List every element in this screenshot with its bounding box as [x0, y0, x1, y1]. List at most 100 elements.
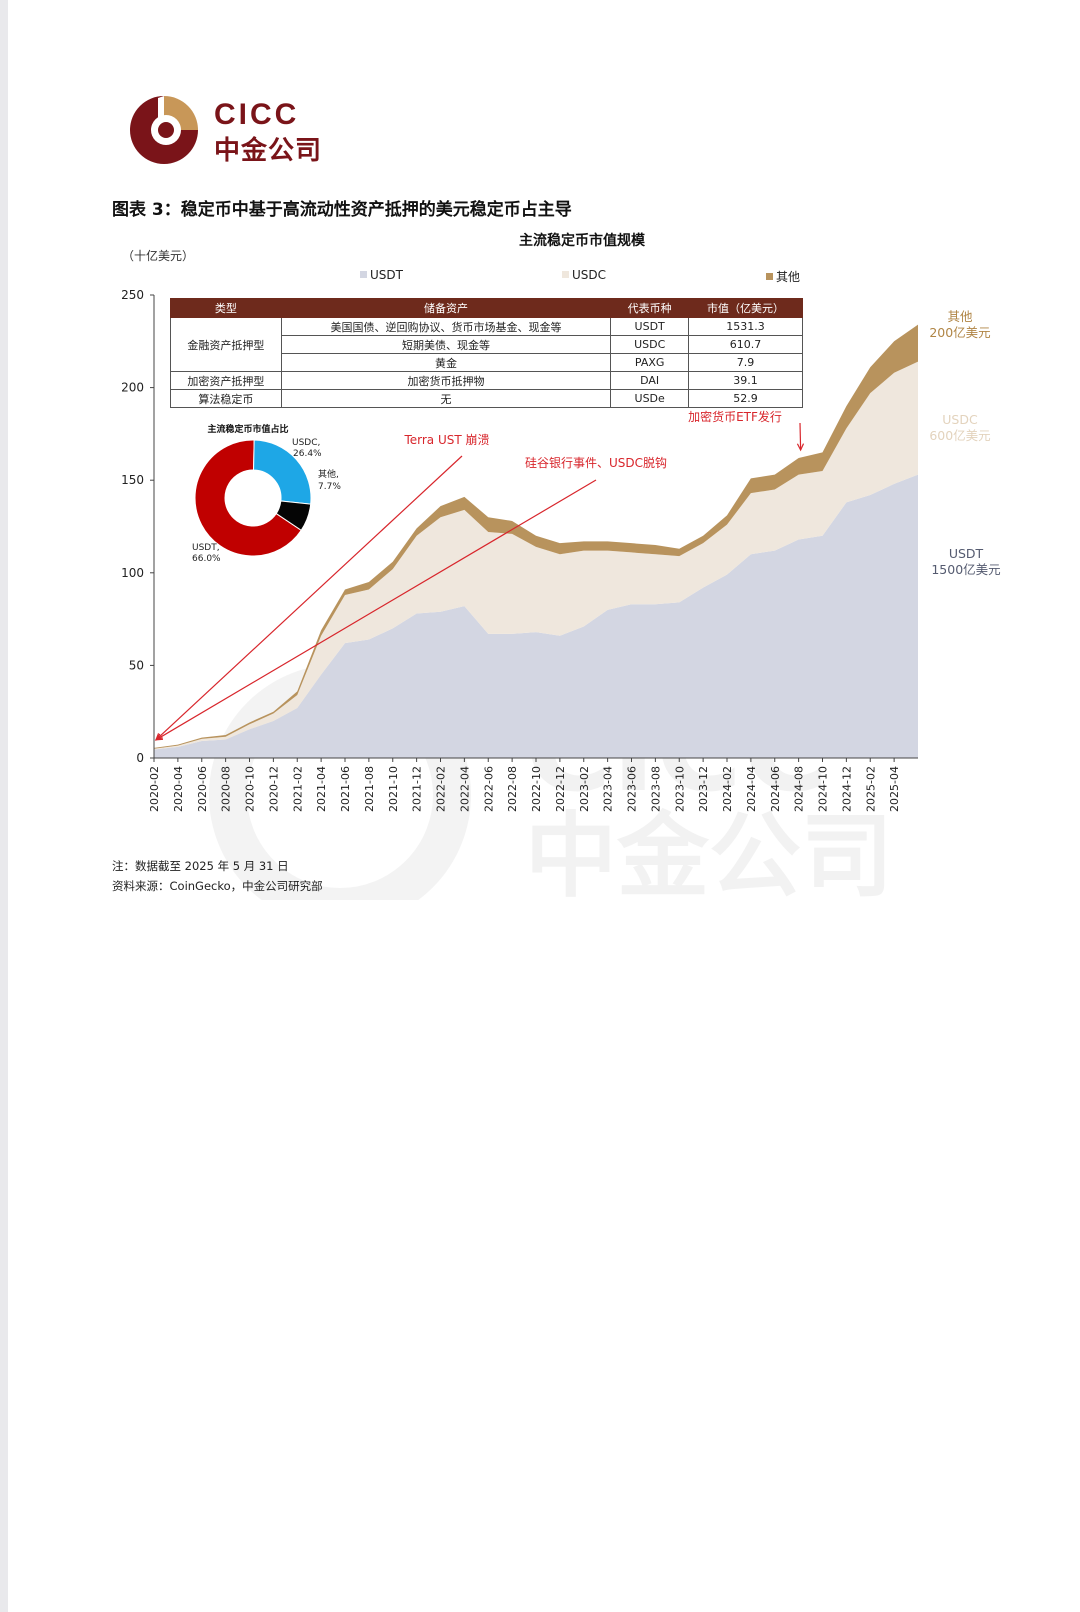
annotation-arrow-2 [155, 479, 597, 741]
table-cell-coin: DAI [610, 371, 690, 390]
pie-slice-usdc [253, 439, 312, 505]
table-row: 金融资产抵押型 美国国债、逆回购协议、货币市场基金、现金等 USDT 1531.… [170, 317, 803, 372]
x-tick-label: 2022-04 [458, 766, 471, 812]
notes: 注：数据截至 2025 年 5 月 31 日 资料来源：CoinGecko，中金… [112, 856, 323, 896]
area-series-usdt [154, 474, 918, 758]
pie-label-usdc-pct: 26.4% [293, 449, 322, 459]
stablecoin-type-table: 类型 储备资产 代表币种 市值（亿美元） 金融资产抵押型 美国国债、逆回购协议、… [170, 298, 803, 408]
x-tick-label: 2023-02 [578, 766, 591, 812]
x-tick-label: 2021-04 [315, 766, 328, 812]
x-tick-label: 2021-06 [339, 766, 352, 812]
legend-swatch-usdt [360, 271, 367, 278]
pie-slice-usdt [194, 439, 302, 557]
end-label-other-line2: 200亿美元 [929, 325, 991, 340]
brand-name-en: CICC [214, 98, 300, 131]
table-header-type: 类型 [170, 298, 282, 318]
legend-swatch-other [766, 273, 773, 280]
table-cell-asset: 短期美债、现金等 [280, 335, 612, 354]
x-tick-label: 2020-06 [196, 766, 209, 812]
x-tick-label: 2023-06 [626, 766, 639, 812]
table-cell-asset: 无 [280, 389, 612, 408]
pie-label-usdt: USDT, 66.0% [192, 543, 221, 564]
x-tick-label: 2022-12 [554, 766, 567, 812]
table-header-value: 市值（亿美元） [688, 298, 803, 318]
table-cell-asset: 美国国债、逆回购协议、货币市场基金、现金等 [280, 317, 612, 336]
watermark-text-cn: 中金公司 [525, 803, 893, 900]
x-tick-label: 2023-10 [673, 766, 686, 812]
legend-label-other: 其他 [776, 270, 801, 284]
annotation-text-1: Terra UST 崩溃 [403, 433, 489, 447]
annotation-text-3: 加密货币ETF发行 [688, 409, 782, 424]
pie-label-usdt-pct: 66.0% [192, 554, 221, 564]
table-row: 加密资产抵押型 加密货币抵押物 DAI 39.1 [170, 371, 803, 390]
x-tick-label: 2021-10 [387, 766, 400, 812]
table-row: 算法稳定币 无 USDe 52.9 [170, 389, 803, 408]
pie-label-usdc-name: USDC, [292, 438, 320, 448]
x-tick-label: 2025-02 [864, 766, 877, 812]
end-label-usdt-line1: USDT [948, 546, 984, 561]
annotation-arrow-1 [155, 455, 463, 741]
y-tick-label: 100 [121, 566, 144, 580]
x-tick-label: 2020-10 [244, 766, 257, 812]
y-tick-label: 150 [121, 473, 144, 487]
x-tick-label: 2022-02 [435, 766, 448, 812]
y-tick-label: 0 [136, 751, 144, 765]
x-tick-label: 2022-06 [482, 766, 495, 812]
end-label-usdt: USDT 1500亿美元 [926, 546, 1006, 578]
legend-item-usdc: USDC [562, 268, 606, 282]
y-axis-unit-label: （十亿美元） [122, 249, 195, 263]
x-tick-label: 2020-12 [267, 766, 280, 812]
x-tick-label: 2024-12 [840, 766, 853, 812]
annotation-text-2: 硅谷银行事件、USDC脱钩 [525, 455, 667, 470]
x-tick-label: 2024-06 [769, 766, 782, 812]
pie-label-other-name: 其他, [318, 468, 339, 480]
annotation-arrowhead-2 [154, 733, 164, 741]
area-series-other [154, 324, 918, 749]
pie-label-usdt-name: USDT, [192, 543, 220, 553]
table-cell-coin: USDe [610, 389, 690, 408]
table-cell-asset: 黄金 [280, 353, 612, 372]
chart-title: 主流稳定币市值规模 [519, 233, 645, 249]
end-label-usdt-line2: 1500亿美元 [931, 562, 1001, 577]
table-cell-value: 1531.3 [688, 317, 803, 336]
cicc-logo-mark [130, 96, 198, 164]
table-group-algo: 算法稳定币 [170, 389, 282, 408]
x-tick-label: 2020-02 [148, 766, 161, 812]
page-left-edge [0, 0, 8, 1612]
x-tick-label: 2024-08 [793, 766, 806, 812]
x-tick-label: 2024-10 [817, 766, 830, 812]
pie-label-other: 其他, 7.7% [318, 468, 341, 492]
x-tick-label: 2025-04 [888, 766, 901, 812]
table-header-row: 类型 储备资产 代表币种 市值（亿美元） [170, 298, 803, 318]
x-tick-label: 2022-08 [506, 766, 519, 812]
table-cell-coin: PAXG [610, 353, 690, 372]
y-tick-label: 50 [129, 658, 144, 672]
table-cell-value: 52.9 [688, 389, 803, 408]
table-group-crypto: 加密资产抵押型 [170, 371, 282, 390]
legend-swatch-usdc [562, 271, 569, 278]
table-cell-value: 39.1 [688, 371, 803, 390]
annotation-arrowhead-3 [796, 443, 805, 452]
table-group-financial: 金融资产抵押型 [170, 317, 282, 372]
y-tick-label: 250 [121, 288, 144, 302]
brand-name-cn: 中金公司 [214, 136, 323, 166]
end-label-usdc: USDC 600亿美元 [922, 412, 998, 444]
cicc-logo: CICC 中金公司 [128, 94, 348, 166]
legend-item-other: 其他 [766, 268, 800, 285]
legend-item-usdt: USDT [360, 268, 403, 282]
table-header-asset: 储备资产 [280, 298, 612, 318]
table-row: 黄金 PAXG 7.9 [171, 353, 803, 372]
note-source: 资料来源：CoinGecko，中金公司研究部 [112, 879, 323, 893]
x-tick-label: 2024-04 [745, 766, 758, 812]
x-tick-label: 2024-02 [721, 766, 734, 812]
end-label-usdc-line1: USDC [942, 412, 978, 427]
inset-pie-title: 主流稳定币市值占比 [207, 423, 288, 435]
stablecoin-area-chart: CICC 中金公司 0501001502002502020-022020-042… [121, 288, 918, 900]
pie-slice-other [275, 500, 312, 531]
annotation-arrow-3 [799, 422, 802, 450]
table-cell-value: 610.7 [688, 335, 803, 354]
x-tick-label: 2020-08 [220, 766, 233, 812]
x-tick-label: 2021-12 [411, 766, 424, 812]
table-cell-coin: USDT [610, 317, 690, 336]
end-label-other-line1: 其他 [947, 309, 973, 324]
